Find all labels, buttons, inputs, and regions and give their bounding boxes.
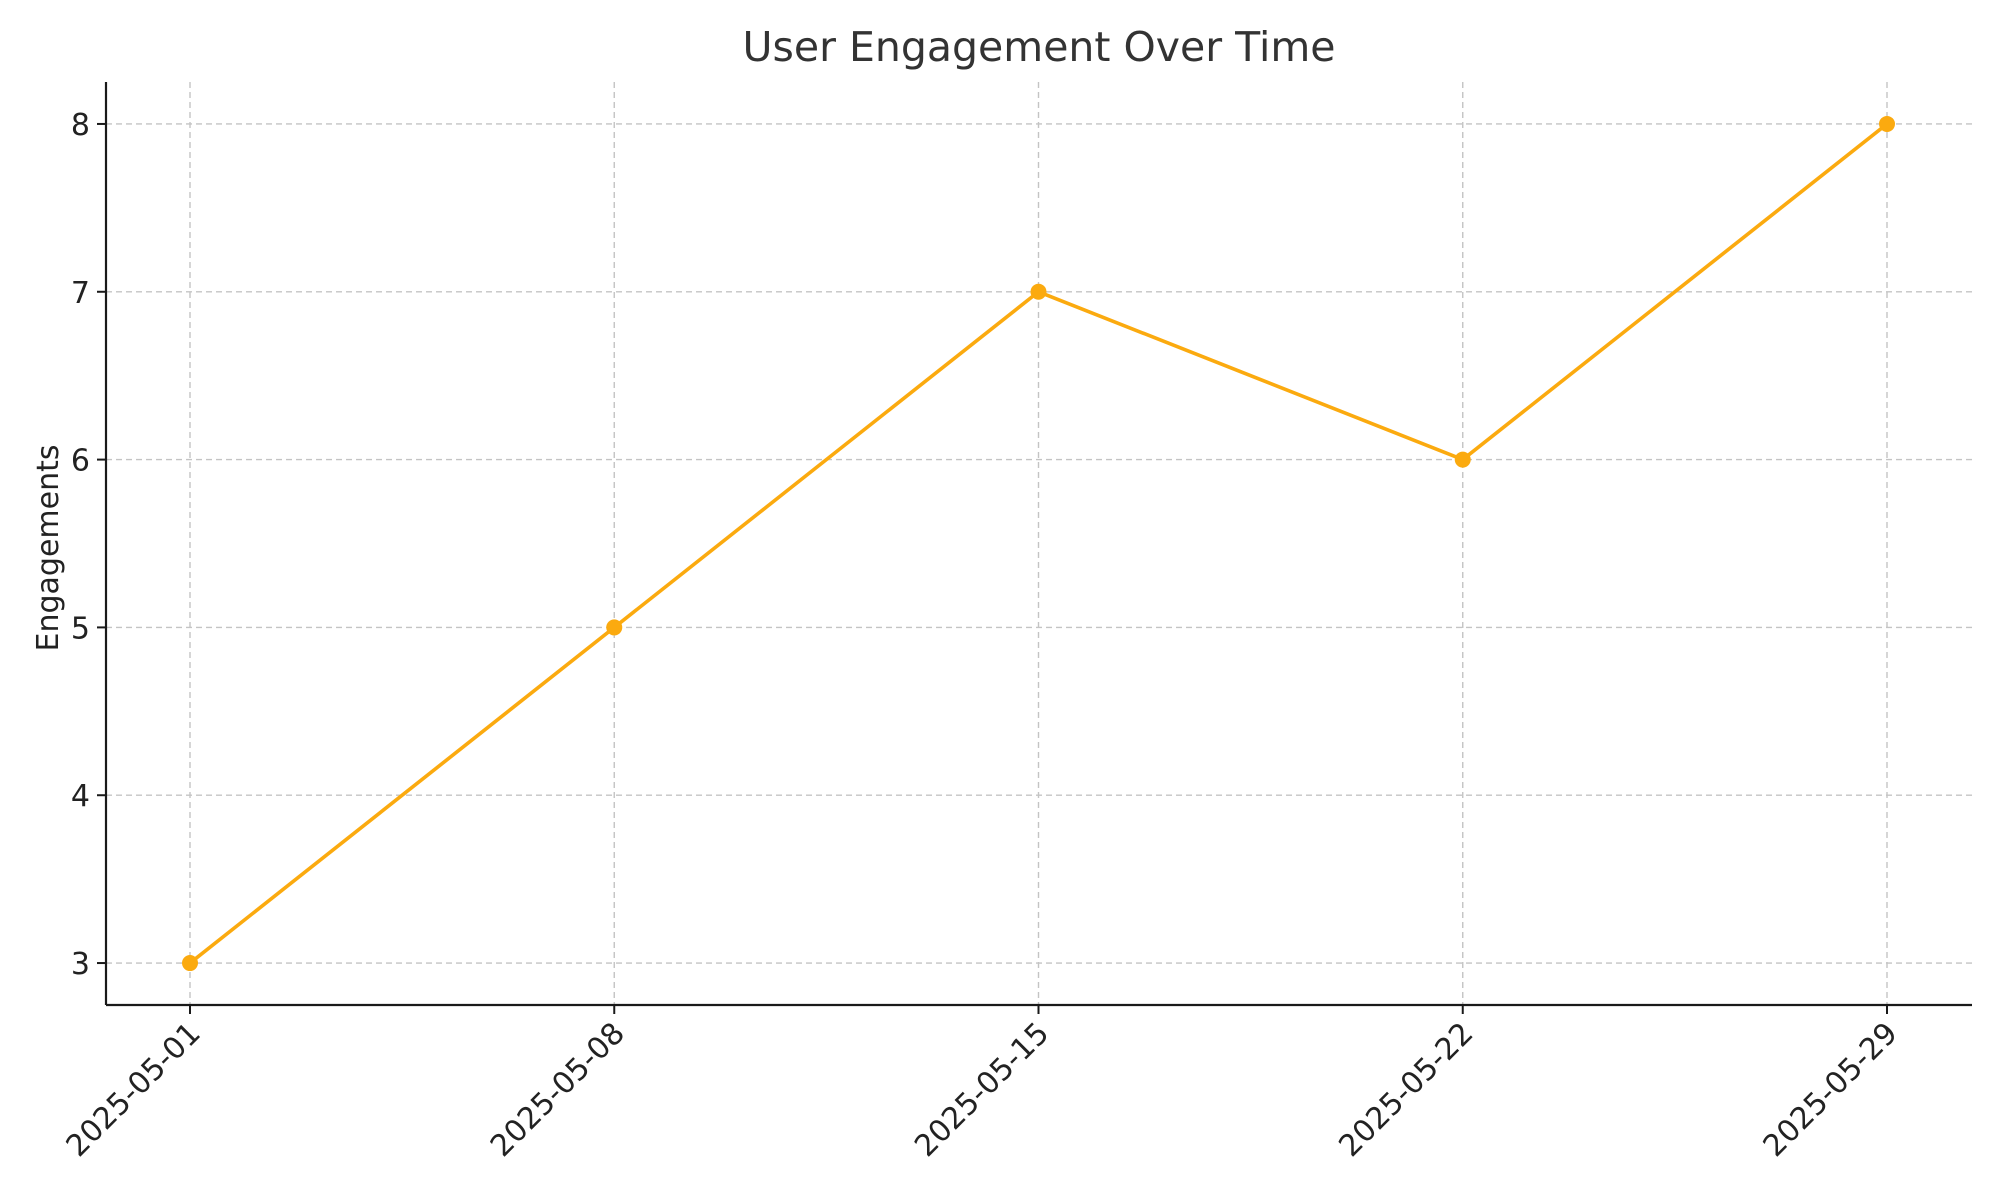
series-group	[182, 115, 1895, 972]
y-tick-label: 3	[71, 947, 90, 982]
y-tick-label: 4	[71, 779, 90, 814]
y-tick-label: 8	[71, 108, 90, 143]
data-point	[1454, 451, 1471, 468]
data-point	[1030, 283, 1047, 300]
data-point	[1879, 115, 1895, 132]
x-tick-label: 2025-05-22	[1332, 1016, 1480, 1164]
x-tick-label: 2025-05-08	[484, 1016, 632, 1164]
data-point	[182, 955, 198, 972]
x-tick-label: 2025-05-01	[60, 1016, 208, 1164]
x-axis-ticks: 2025-05-01 2025-05-08 2025-05-15 2025-05-22…	[60, 1005, 1905, 1164]
x-tick-label: 2025-05-29	[1757, 1016, 1905, 1164]
y-axis-ticks: 3 4 5 6 7 8	[71, 108, 106, 982]
grid	[106, 82, 1972, 1005]
y-tick-label: 7	[71, 276, 90, 311]
x-tick-label: 2025-05-15	[908, 1016, 1056, 1164]
y-axis-label: Engagements	[31, 445, 66, 652]
chart-title: User Engagement Over Time	[742, 23, 1335, 71]
y-tick-label: 6	[71, 444, 90, 479]
y-tick-label: 5	[71, 611, 90, 646]
data-point	[606, 619, 623, 636]
